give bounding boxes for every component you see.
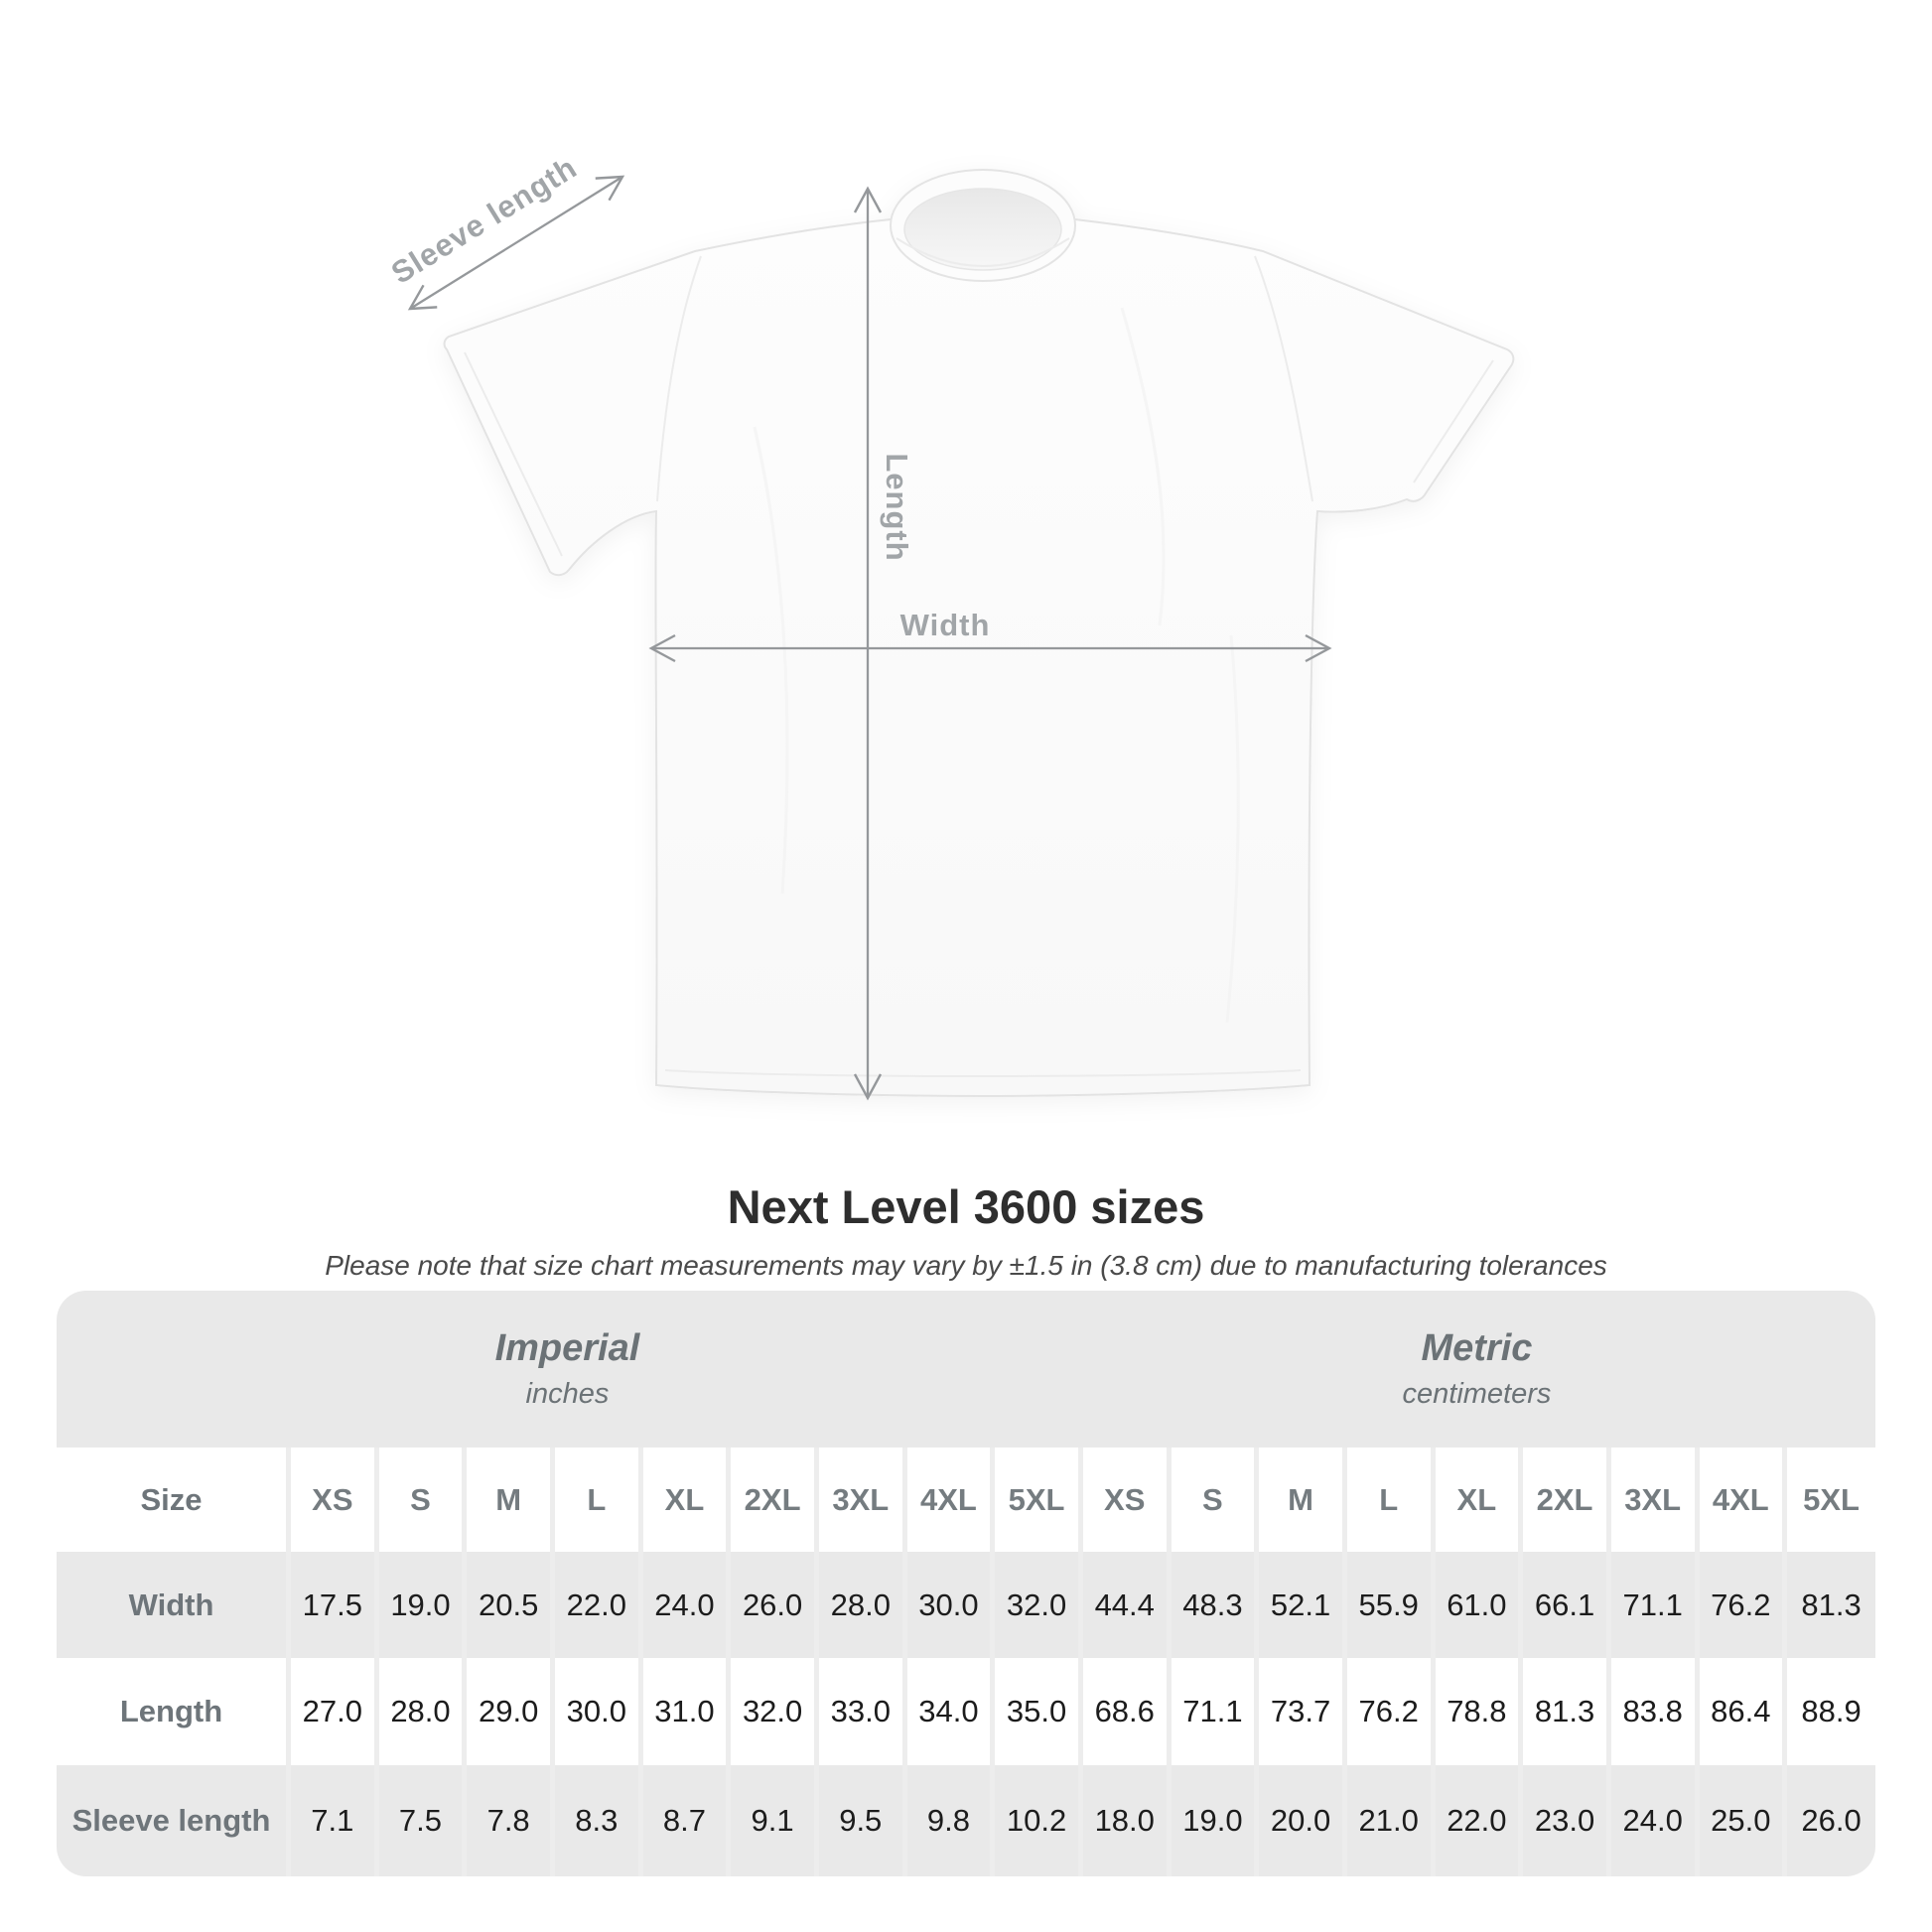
- imperial-group-header: Imperial inches: [57, 1291, 1083, 1448]
- value-cell: 28.0: [819, 1552, 907, 1658]
- metric-group-header: Metric centimeters: [1083, 1291, 1875, 1448]
- value-cell: 26.0: [731, 1552, 819, 1658]
- sleeve-length-arrow: [407, 175, 625, 311]
- row-label-width: Width: [57, 1552, 291, 1658]
- value-cell: 76.2: [1346, 1658, 1436, 1765]
- value-cell: 26.0: [1801, 1803, 1862, 1838]
- width-label: Width: [900, 608, 991, 642]
- value-cell: 21.0: [1347, 1765, 1436, 1876]
- row-label-length: Length: [57, 1658, 291, 1765]
- size-header-row: Size XS S M L XL 2XL 3XL 4XL 5XL XS S M …: [57, 1448, 1875, 1552]
- value-cell: 30.0: [907, 1552, 996, 1658]
- value-cell: 22.0: [555, 1552, 643, 1658]
- value-cell: 8.7: [643, 1765, 732, 1876]
- value-cell: 18.0: [1083, 1765, 1172, 1876]
- size-col-header: 5XL: [1787, 1448, 1875, 1552]
- value-cell: 20.5: [467, 1552, 555, 1658]
- value-cell: 34.0: [906, 1658, 996, 1765]
- value-cell: 29.0: [467, 1658, 555, 1765]
- size-col-header: 3XL: [818, 1448, 907, 1552]
- size-chart-card: Imperial inches Metric centimeters Size …: [57, 1291, 1875, 1876]
- size-col-header: S: [1171, 1448, 1260, 1552]
- value-cell: 73.7: [1259, 1658, 1347, 1765]
- length-row: Length 27.0 28.0 29.0 30.0 31.0 32.0 33.…: [57, 1658, 1875, 1765]
- value-cell: 68.6: [1082, 1658, 1172, 1765]
- size-col-header: 5XL: [995, 1448, 1083, 1552]
- value-cell: 52.1: [1259, 1552, 1347, 1658]
- value-cell: 10.2: [995, 1765, 1083, 1876]
- value-cell: 30.0: [554, 1658, 643, 1765]
- value-cell: 24.0: [1611, 1765, 1700, 1876]
- value-cell: 9.8: [907, 1765, 996, 1876]
- value-cell: 33.0: [818, 1658, 907, 1765]
- value-cell: 32.0: [995, 1552, 1083, 1658]
- value-cell: 61.0: [1436, 1552, 1524, 1658]
- size-col-header: 2XL: [1523, 1448, 1611, 1552]
- value-cell: 48.3: [1172, 1552, 1260, 1658]
- size-col-header: L: [554, 1448, 643, 1552]
- size-col-header: M: [1259, 1448, 1347, 1552]
- value-cell: 25.0: [1700, 1765, 1788, 1876]
- metric-label: Metric: [1421, 1326, 1533, 1369]
- value-cell: 81.3: [1801, 1587, 1862, 1622]
- value-cell: 28.0: [378, 1658, 468, 1765]
- value-cell: 8.3: [555, 1765, 643, 1876]
- value-cell: 27.0: [291, 1658, 379, 1765]
- value-cell: 76.2: [1700, 1552, 1788, 1658]
- value-cell: 23.0: [1523, 1765, 1611, 1876]
- size-col-header: 3XL: [1610, 1448, 1700, 1552]
- value-cell: 7.1: [291, 1765, 379, 1876]
- value-cell: 31.0: [642, 1658, 732, 1765]
- size-col-header: XS: [1082, 1448, 1172, 1552]
- size-corner-label: Size: [57, 1448, 291, 1552]
- value-cell: 24.0: [643, 1552, 732, 1658]
- page-title: Next Level 3600 sizes: [727, 1180, 1205, 1233]
- value-cell: 55.9: [1347, 1552, 1436, 1658]
- size-col-header: L: [1346, 1448, 1436, 1552]
- value-cell: 22.0: [1436, 1765, 1524, 1876]
- value-cell: 17.5: [291, 1552, 379, 1658]
- heading-block: Next Level 3600 sizes Please note that s…: [0, 1179, 1932, 1282]
- value-cell: 88.9: [1787, 1658, 1875, 1765]
- value-cell: 7.8: [467, 1765, 555, 1876]
- metric-unit: centimeters: [1402, 1378, 1552, 1411]
- size-col-header: 2XL: [731, 1448, 819, 1552]
- width-row: Width 17.5 19.0 20.5 22.0 24.0 26.0 28.0…: [57, 1552, 1875, 1658]
- value-cell: 71.1: [1611, 1552, 1700, 1658]
- size-col-header: XL: [1435, 1448, 1524, 1552]
- tshirt-measurement-diagram: Width Length Sleeve length: [385, 150, 1515, 1101]
- value-cell: 44.4: [1083, 1552, 1172, 1658]
- value-cell: 78.8: [1435, 1658, 1524, 1765]
- value-cell: 19.0: [379, 1552, 468, 1658]
- value-cell: 9.5: [819, 1765, 907, 1876]
- value-cell: 7.5: [379, 1765, 468, 1876]
- value-cell: 20.0: [1259, 1765, 1347, 1876]
- value-cell: 83.8: [1610, 1658, 1700, 1765]
- value-cell: 35.0: [995, 1658, 1083, 1765]
- unit-group-row: Imperial inches Metric centimeters: [57, 1291, 1875, 1448]
- tolerance-note: Please note that size chart measurements…: [325, 1250, 1607, 1281]
- size-table: Imperial inches Metric centimeters Size …: [57, 1291, 1875, 1876]
- size-col-header: M: [467, 1448, 555, 1552]
- row-label-sleeve-length: Sleeve length: [57, 1765, 291, 1876]
- size-col-header: S: [378, 1448, 468, 1552]
- size-col-header: 4XL: [906, 1448, 996, 1552]
- size-col-header: XS: [291, 1448, 379, 1552]
- length-label: Length: [880, 453, 914, 561]
- value-cell: 9.1: [731, 1765, 819, 1876]
- imperial-unit: inches: [525, 1378, 610, 1411]
- sleeve-length-row: Sleeve length 7.1 7.5 7.8 8.3 8.7 9.1 9.…: [57, 1765, 1875, 1876]
- value-cell: 81.3: [1523, 1658, 1611, 1765]
- size-col-header: 4XL: [1699, 1448, 1788, 1552]
- imperial-label: Imperial: [494, 1326, 640, 1369]
- value-cell: 66.1: [1523, 1552, 1611, 1658]
- value-cell: 71.1: [1171, 1658, 1260, 1765]
- value-cell: 86.4: [1699, 1658, 1788, 1765]
- size-col-header: XL: [642, 1448, 732, 1552]
- value-cell: 19.0: [1172, 1765, 1260, 1876]
- value-cell: 32.0: [731, 1658, 819, 1765]
